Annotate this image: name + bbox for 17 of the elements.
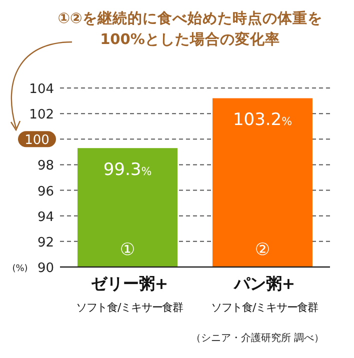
data-label: 103.2% (232, 110, 292, 130)
y-tick-label: 92 (37, 235, 54, 250)
text: （シニア・介護研究所 調べ） (190, 332, 324, 344)
annotation: ① (120, 240, 136, 260)
y-tick-label: 90 (37, 261, 54, 276)
x-tick-label: ゼリー粥+ ソフト食/ミキサー食群 (76, 274, 184, 314)
annotation: ② (254, 240, 270, 260)
data-label: 99.3% (103, 160, 152, 180)
y-tick-label: 98 (37, 158, 54, 174)
x-tick-label: パン粥+ ソフト食/ミキサー食群 (210, 274, 319, 314)
ref-line-label: 100 (24, 133, 50, 148)
y-tick-label: 102 (29, 108, 54, 123)
y-tick-label: 104 (29, 82, 54, 97)
y-axis-title: (%) (12, 264, 28, 274)
y-tick-label: 94 (37, 210, 54, 225)
chart-title: ①②を継続的に食べ始めた時点の体重を 100%とした場合の変化率 (58, 10, 322, 48)
y-tick-label: 96 (37, 184, 54, 200)
